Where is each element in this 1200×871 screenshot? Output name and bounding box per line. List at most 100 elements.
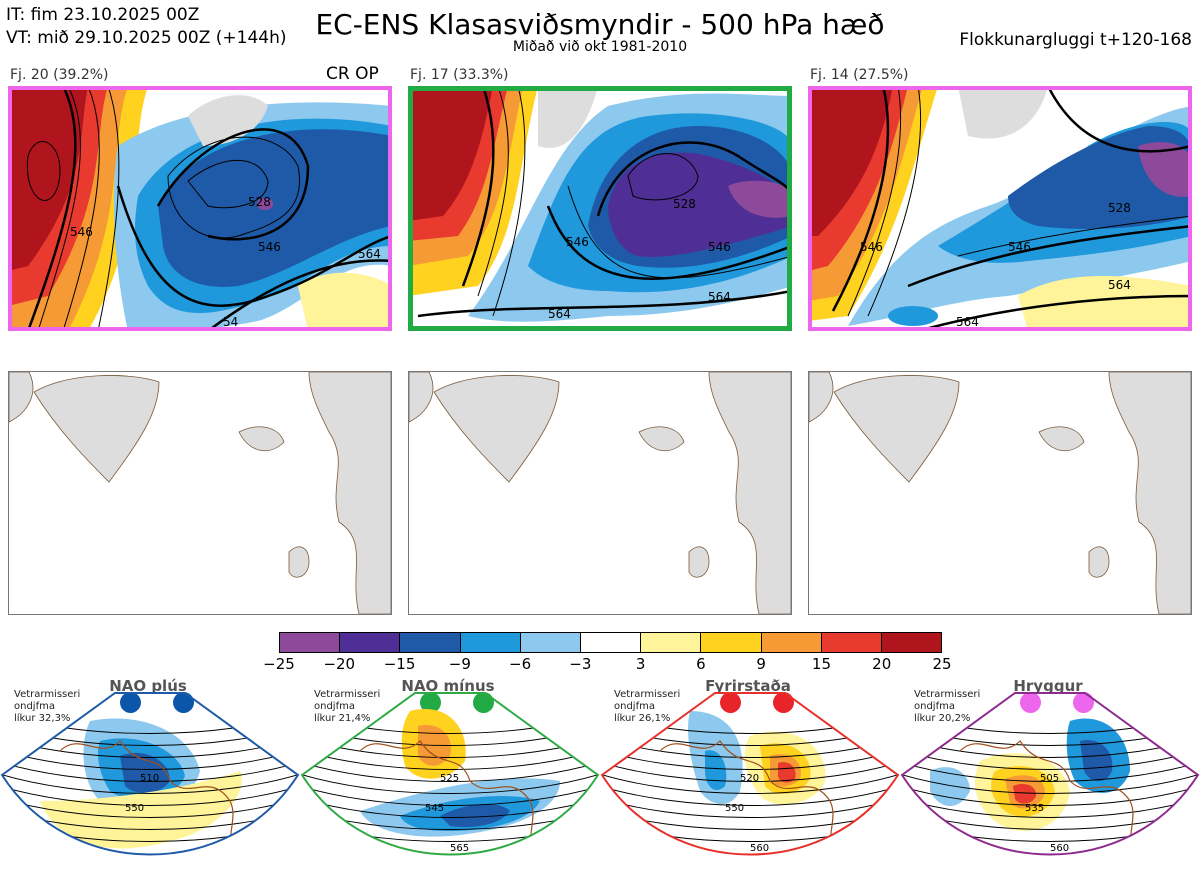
- cluster-2-lower-map[interactable]: [408, 371, 792, 615]
- regime-name: Hryggur: [1013, 677, 1083, 695]
- height-contour: [302, 794, 598, 818]
- colorbar-cell: [460, 633, 521, 652]
- regime-marker-dot: [720, 692, 741, 713]
- cluster-3-lower-map[interactable]: [808, 371, 1192, 615]
- colorbar: [279, 632, 942, 653]
- regime-contour-label: 535: [1025, 803, 1044, 814]
- regime-contour-label: 565: [450, 843, 469, 854]
- regime-contour-label: 550: [125, 803, 144, 814]
- regime-marker-dot: [773, 692, 794, 713]
- regime-note-line: Vetrarmisseri: [914, 689, 981, 700]
- regime-map[interactable]: 505 535 560: [900, 691, 1200, 871]
- cluster-2-frame: [408, 86, 792, 331]
- height-contour: [302, 758, 598, 782]
- height-contour: [602, 710, 898, 734]
- regime-contour-label: 510: [140, 773, 159, 784]
- contour-label: 564: [1108, 278, 1131, 292]
- regime-marker-dot: [1073, 692, 1094, 713]
- height-contour: [602, 806, 898, 830]
- regime-name: Fyrirstaða: [705, 677, 791, 695]
- colorbar-tick-label: 3: [635, 655, 646, 673]
- regime-note-line: líkur 20,2%: [914, 713, 971, 724]
- regime-note-line: líkur 32,3%: [14, 713, 71, 724]
- colorbar-tick-label: 9: [756, 655, 766, 673]
- height-contour: [902, 710, 1198, 734]
- regime-note: Vetrarmisseri ondjfma líkur 26,1%: [614, 689, 680, 725]
- anomaly-shading: [1013, 784, 1037, 804]
- regime-note-line: Vetrarmisseri: [14, 689, 81, 700]
- colorbar-cell: [340, 633, 401, 652]
- regime-note-line: ondjfma: [314, 701, 355, 712]
- regime-note: Vetrarmisseri ondjfma líkur 32,3%: [14, 689, 80, 725]
- colorbar-cell: [701, 633, 762, 652]
- regime-contour-label: 560: [1050, 843, 1069, 854]
- anomaly-shading: [440, 804, 510, 828]
- colorbar-cell: [580, 633, 642, 652]
- anomaly-shading: [40, 771, 242, 849]
- regime-frame: [600, 692, 900, 856]
- colorbar-cell: [280, 633, 341, 652]
- cluster-3-map[interactable]: 528 546 564 564 546: [808, 86, 1192, 331]
- cluster-3-label: Fj. 14 (27.5%): [810, 67, 909, 83]
- height-contour: [902, 770, 1198, 794]
- cluster-2-map[interactable]: 528 546 564 564 546: [408, 86, 792, 331]
- height-contour: [602, 758, 898, 782]
- regime-contour-label: 550: [725, 803, 744, 814]
- colorbar-tick-label: 15: [811, 655, 831, 673]
- contour-label: 546: [258, 240, 281, 254]
- height-contour: [902, 782, 1198, 806]
- cluster-1-badge: CR OP: [326, 64, 379, 84]
- height-contour: [602, 794, 898, 818]
- regime-marker-dot: [120, 692, 141, 713]
- coastline: [959, 740, 1141, 855]
- regime-note-line: Vetrarmisseri: [314, 689, 381, 700]
- coastline: [59, 740, 241, 855]
- cluster-2-label: Fj. 17 (33.3%): [410, 67, 509, 83]
- contour-label: 564: [956, 315, 979, 329]
- height-contour: [902, 722, 1198, 746]
- page-subtitle: Miðað við okt 1981-2010: [512, 39, 688, 55]
- height-contour: [2, 782, 298, 806]
- anomaly-shading: [778, 762, 796, 783]
- cluster-1-map[interactable]: 546 564 528 546 54: [8, 86, 392, 331]
- cluster-1-frame: [8, 86, 392, 331]
- contour-label: 528: [248, 195, 271, 209]
- valid-time: VT: mið 29.10.2025 00Z (+144h): [6, 28, 287, 48]
- regime-map[interactable]: 510 550: [0, 691, 300, 871]
- regime-note-line: líkur 26,1%: [614, 713, 671, 724]
- height-contour: [2, 758, 298, 782]
- regime-note-line: ondjfma: [914, 701, 955, 712]
- colorbar-cell: [821, 633, 882, 652]
- height-contour: [602, 818, 898, 842]
- coastline: [659, 740, 841, 855]
- regime-map[interactable]: 525 545 565: [300, 691, 600, 871]
- colorbar-tick-label: −20: [323, 655, 356, 673]
- colorbar-tick-label: −6: [509, 655, 532, 673]
- contour-label: 546: [708, 240, 731, 254]
- regime-contour-label: 520: [740, 773, 759, 784]
- colorbar-tick-label: −15: [383, 655, 416, 673]
- header-left: IT: fim 23.10.2025 00Z VT: mið 29.10.202…: [6, 4, 287, 50]
- contour-label: 546: [70, 225, 93, 239]
- regime-marker-dot: [420, 692, 441, 713]
- regime-note: Vetrarmisseri ondjfma líkur 21,4%: [314, 689, 380, 725]
- classification-window: Flokkunargluggi t+120-168: [959, 30, 1192, 50]
- regime-frame: [900, 692, 1200, 856]
- init-time: IT: fim 23.10.2025 00Z: [6, 5, 200, 25]
- regime-marker-dot: [173, 692, 194, 713]
- page-title: EC-ENS Klasasviðsmyndir - 500 hPa hæð: [315, 8, 885, 41]
- cluster-1-lower-map[interactable]: [8, 371, 392, 615]
- height-contour: [302, 782, 598, 806]
- colorbar-tick-label: −3: [569, 655, 592, 673]
- contour-label: 546: [566, 235, 589, 249]
- regime-map[interactable]: 520 550 560: [600, 691, 900, 871]
- cluster-3-frame: [808, 86, 1192, 331]
- regime-contour-label: 505: [1040, 773, 1059, 784]
- height-contour: [602, 782, 898, 806]
- height-contour: [302, 770, 598, 794]
- height-contour: [902, 794, 1198, 818]
- colorbar-tick-label: −9: [448, 655, 471, 673]
- height-contour: [902, 758, 1198, 782]
- regime-marker-dot: [473, 692, 494, 713]
- anomaly-shading: [120, 752, 170, 793]
